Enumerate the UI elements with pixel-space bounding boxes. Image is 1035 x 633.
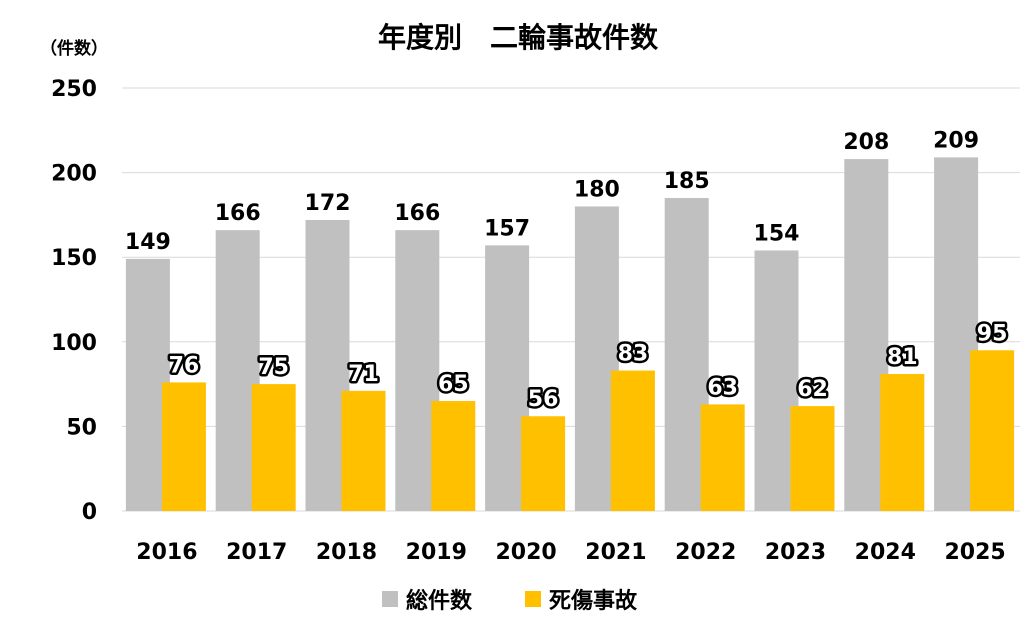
x-axis-ticks: 2016 2017 2018 2019 2020 2021 2022 2023 2024 2025: [136, 540, 1005, 565]
x-tick-label-2020: 2020: [495, 540, 556, 565]
value-label-casualty-2018: 71: [348, 362, 379, 387]
value-label-total-2017: 166: [215, 201, 261, 226]
bar-casualty-2022: [700, 404, 745, 511]
y-tick-label-50: 50: [66, 415, 97, 440]
y-axis-unit-label: （件数）: [40, 38, 108, 59]
bar-casualty-2024: [880, 373, 925, 511]
bar-casualty-2023: [790, 406, 835, 511]
value-label-casualty-2022: 63: [707, 375, 738, 400]
bar-casualty-2018: [341, 390, 386, 511]
value-label-total-2020: 157: [484, 216, 530, 241]
value-label-casualty-2020: 56: [528, 387, 559, 412]
bar-casualty-2020: [521, 416, 566, 511]
y-tick-label-250: 250: [51, 77, 97, 102]
value-label-casualty-2016: 76: [169, 353, 200, 378]
value-label-total-2025: 209: [933, 128, 979, 153]
bar-casualty-2019: [431, 401, 476, 511]
legend: 総件数 死傷事故: [382, 588, 638, 614]
x-tick-label-2024: 2024: [855, 540, 916, 565]
x-tick-label-2021: 2021: [585, 540, 646, 565]
legend-label-total: 総件数: [406, 588, 473, 614]
y-tick-label-150: 150: [51, 246, 97, 271]
y-tick-label-100: 100: [51, 331, 97, 356]
legend-swatch-casualty: [525, 591, 541, 607]
y-tick-label-200: 200: [51, 162, 97, 187]
value-label-casualty-2023: 62: [797, 377, 828, 402]
y-tick-label-0: 0: [82, 500, 97, 525]
bar-casualty-2025: [970, 350, 1015, 511]
value-label-total-2024: 208: [843, 130, 889, 155]
value-label-total-2021: 180: [574, 177, 620, 202]
x-tick-label-2019: 2019: [406, 540, 467, 565]
legend-label-casualty: 死傷事故: [549, 588, 638, 614]
x-tick-label-2025: 2025: [944, 540, 1005, 565]
x-tick-label-2017: 2017: [226, 540, 287, 565]
x-tick-label-2018: 2018: [316, 540, 377, 565]
value-label-total-2018: 172: [305, 191, 351, 216]
value-labels: 149 76 166 75 172 71 166 65 157 56 180 83 185 63 154 62…: [125, 128, 1010, 414]
bars: [125, 157, 1015, 512]
value-label-total-2019: 166: [394, 201, 440, 226]
x-tick-label-2016: 2016: [136, 540, 197, 565]
value-label-total-2023: 154: [754, 221, 800, 246]
y-axis-ticks: 0 50 100 150 200 250: [51, 77, 97, 525]
x-tick-label-2022: 2022: [675, 540, 736, 565]
value-label-total-2022: 185: [664, 169, 710, 194]
bar-casualty-2021: [610, 370, 655, 511]
value-label-total-2016: 149: [125, 230, 171, 255]
chart-title: 年度別 二輪事故件数: [378, 21, 659, 54]
legend-swatch-total: [382, 591, 398, 607]
value-label-casualty-2025: 95: [977, 321, 1008, 346]
bar-casualty-2017: [251, 384, 296, 511]
value-label-casualty-2021: 83: [618, 342, 649, 367]
value-label-casualty-2024: 81: [887, 345, 918, 370]
x-tick-label-2023: 2023: [765, 540, 826, 565]
value-label-casualty-2017: 75: [258, 355, 289, 380]
bar-casualty-2016: [161, 382, 206, 511]
value-label-casualty-2019: 65: [438, 372, 469, 397]
